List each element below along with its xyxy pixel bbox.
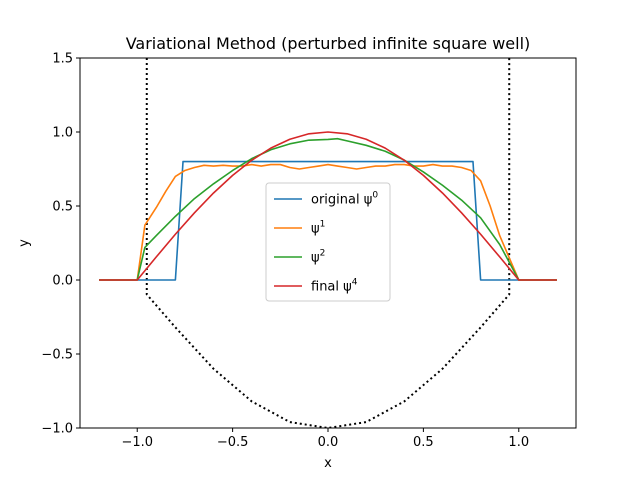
series-line-0	[99, 160, 557, 281]
legend-label-3: final ψ4	[311, 278, 358, 295]
y-tick-label: 0.0	[52, 274, 73, 289]
y-tick-label: 0.5	[52, 200, 73, 215]
legend-label-2: ψ2	[311, 249, 325, 266]
x-tick-label: 0.5	[413, 435, 434, 450]
y-tick-label: 1.0	[52, 126, 73, 141]
y-tick-label: −1.0	[41, 422, 73, 437]
legend: original ψ0 ψ1 ψ2 final ψ4	[265, 182, 391, 302]
x-tick-label: −1.0	[121, 435, 153, 450]
potential-curve	[145, 58, 511, 428]
potential-layer	[145, 58, 511, 428]
chart-title: Variational Method (perturbed infinite s…	[126, 34, 531, 53]
x-axis-label: x	[324, 456, 332, 471]
plot-area	[99, 58, 557, 428]
y-axis-ticks: −1.0 −0.5 0.0 0.5 1.0 1.5	[41, 52, 80, 437]
y-tick-label: 1.5	[52, 52, 73, 67]
legend-box	[265, 182, 391, 302]
y-tick-label: −0.5	[41, 348, 73, 363]
x-axis-ticks: −1.0 −0.5 0.0 0.5 1.0	[121, 428, 529, 450]
series-line-3	[99, 131, 557, 281]
series-layer	[99, 131, 557, 281]
series-line-2	[99, 137, 557, 281]
x-tick-label: 1.0	[508, 435, 529, 450]
series-line-1	[99, 163, 557, 281]
legend-label-0: original ψ0	[311, 191, 378, 208]
x-tick-label: 0.0	[318, 435, 339, 450]
legend-label-1: ψ1	[311, 220, 325, 237]
x-tick-label: −0.5	[217, 435, 249, 450]
y-axis-label: y	[17, 239, 32, 247]
